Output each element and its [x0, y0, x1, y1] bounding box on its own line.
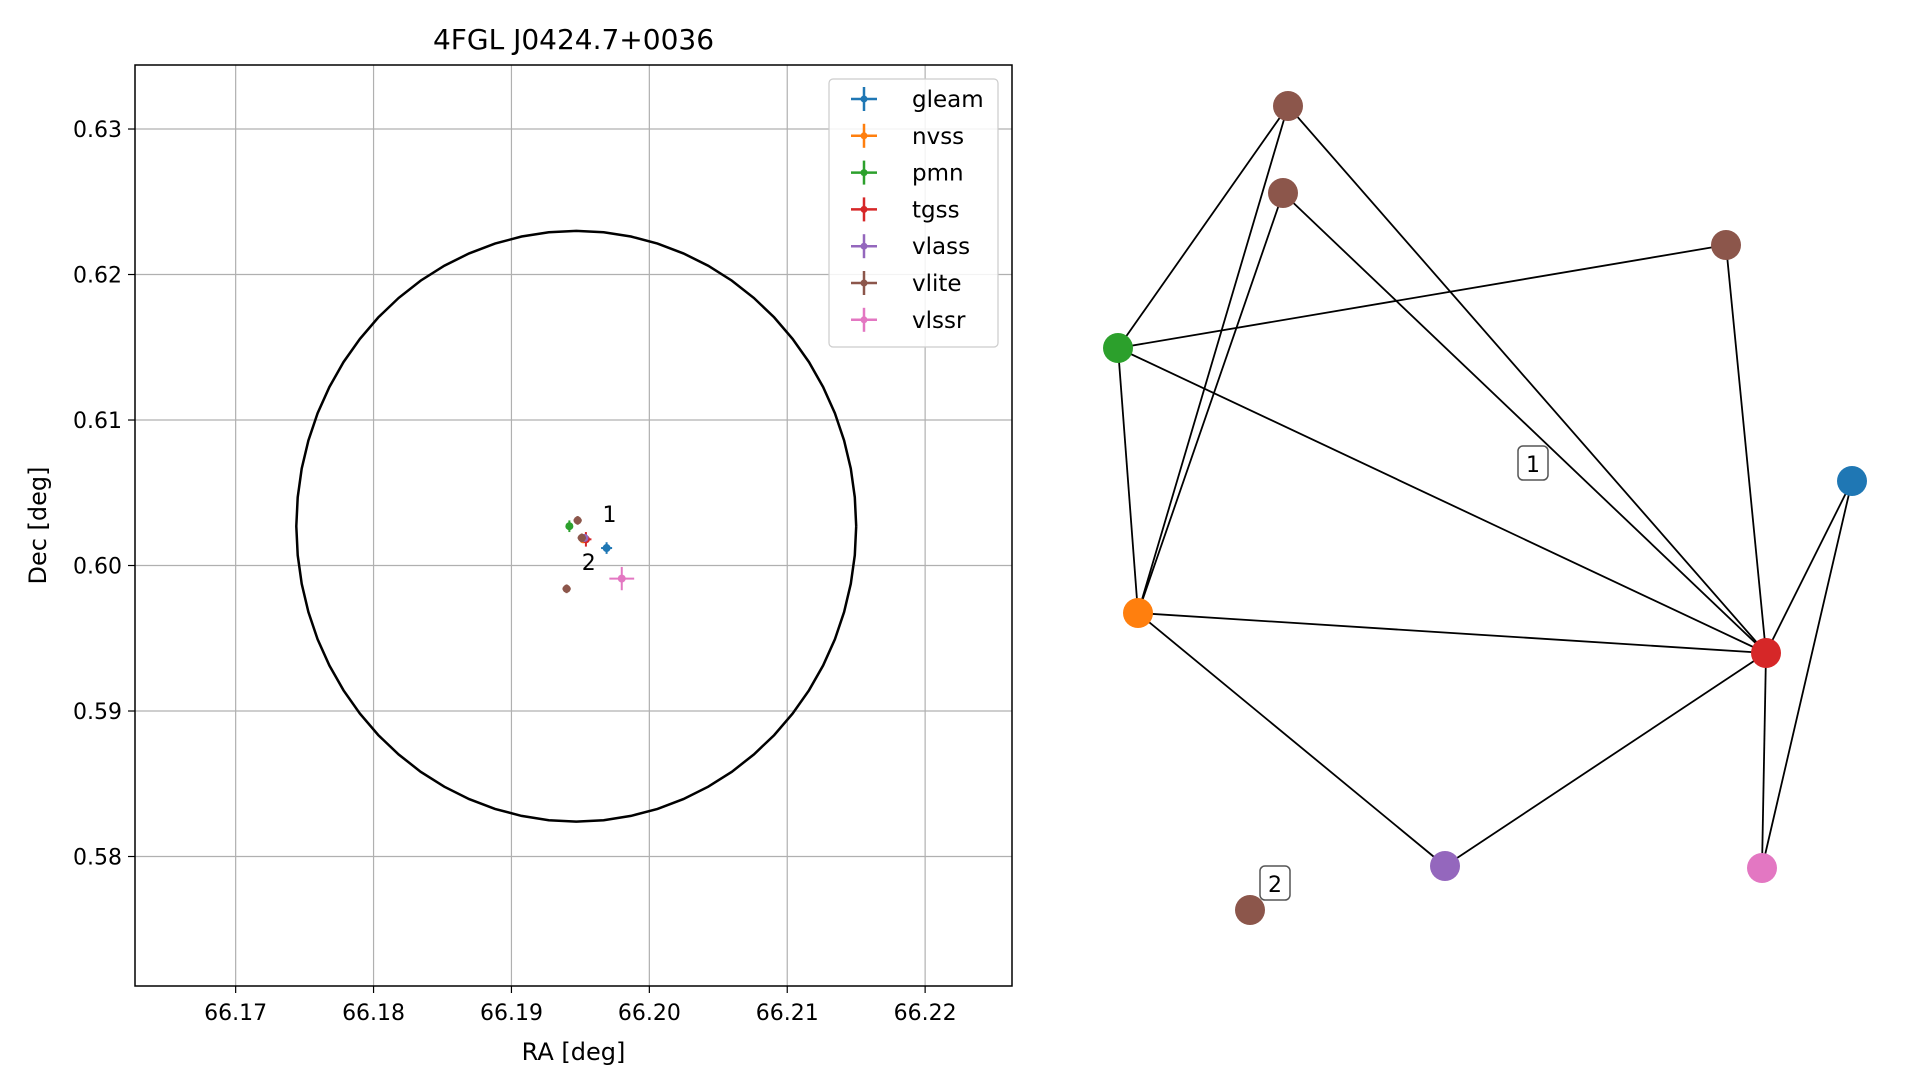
network-edge — [1137, 105, 1289, 614]
marker — [617, 574, 626, 583]
x-tick-label: 66.19 — [480, 1001, 543, 1026]
network-panel: 12 — [1103, 91, 1867, 925]
legend-label: vlass — [912, 234, 970, 260]
marker — [565, 522, 574, 531]
legend-label: vlite — [912, 271, 962, 297]
legend-entry-tgss: tgss — [851, 197, 960, 223]
network-edge — [1761, 652, 1767, 869]
network-edge — [1117, 105, 1289, 349]
uncertainty-circle — [295, 229, 858, 823]
marker — [562, 584, 571, 593]
y-tick-label: 0.62 — [73, 264, 122, 289]
chart-title: 4FGL J0424.7+0036 — [433, 23, 714, 56]
x-axis-label: RA [deg] — [522, 1038, 626, 1066]
legend-swatch-dot — [860, 169, 868, 177]
legend-swatch-dot — [860, 132, 868, 140]
network-edge — [1117, 347, 1139, 614]
marker — [573, 516, 582, 525]
network-edge — [1287, 105, 1767, 654]
x-tick-label: 66.20 — [618, 1001, 681, 1026]
network-labels-layer: 12 — [1259, 445, 1549, 901]
network-edge — [1765, 480, 1853, 654]
legend-label: vlssr — [912, 308, 966, 334]
y-tick-label: 0.63 — [73, 118, 122, 143]
data-point-gleam — [601, 542, 613, 554]
data-point-pmn — [565, 520, 574, 533]
legend-label: nvss — [912, 124, 964, 150]
y-tick-label: 0.58 — [73, 846, 122, 871]
network-node-vlssr — [1747, 853, 1777, 883]
network-node-tgss — [1751, 638, 1781, 668]
legend-frame — [828, 78, 999, 348]
network-edge — [1117, 347, 1767, 654]
x-tick-label: 66.17 — [204, 1001, 267, 1026]
y-tick-label: 0.61 — [73, 409, 122, 434]
legend-label: pmn — [912, 161, 964, 187]
network-node-vlite-a — [1273, 91, 1303, 121]
network-label-box — [1517, 445, 1549, 481]
legend-swatch-dot — [860, 95, 868, 103]
x-tick-label: 66.21 — [756, 1001, 819, 1026]
network-node-vlite-c — [1268, 178, 1298, 208]
network-nodes-layer — [1103, 91, 1867, 925]
x-tick-label: 66.18 — [342, 1001, 405, 1026]
network-node-vlite-b — [1711, 230, 1741, 260]
network-node-nvss — [1123, 598, 1153, 628]
x-tick-label: 66.22 — [894, 1001, 957, 1026]
network-node-vlite-d — [1235, 895, 1265, 925]
network-edge — [1761, 480, 1853, 869]
y-axis-label: Dec [deg] — [24, 466, 52, 584]
legend-entry-vlite: vlite — [851, 271, 962, 297]
annotation-label: 2 — [582, 551, 596, 576]
network-edges-layer — [1117, 105, 1853, 869]
annotation-label: 1 — [602, 503, 616, 528]
network-label-text: 1 — [1526, 453, 1540, 478]
network-label-box — [1259, 865, 1291, 901]
network-label: 1 — [1517, 445, 1549, 481]
legend-swatch-dot — [860, 316, 868, 324]
legend-swatch-dot — [860, 205, 868, 213]
network-node-gleam — [1837, 466, 1867, 496]
network-edge — [1444, 652, 1767, 867]
network-node-vlass — [1430, 851, 1460, 881]
network-edge — [1137, 192, 1284, 614]
legend: gleam nvss pmn tgss vlass vlite vlssr — [828, 78, 999, 348]
marker — [577, 533, 586, 542]
y-axis-ticks: 0.58 0.59 0.60 0.61 0.62 0.63 — [73, 118, 135, 871]
data-point-vlite — [577, 533, 586, 543]
x-axis-ticks: 66.17 66.18 66.19 66.20 66.21 66.22 — [204, 986, 957, 1026]
legend-entry-gleam: gleam — [851, 87, 984, 113]
legend-entry-vlssr: vlssr — [851, 307, 966, 334]
marker — [602, 544, 611, 553]
data-point-vlite — [573, 516, 582, 525]
network-label: 2 — [1259, 865, 1291, 901]
data-points-layer — [562, 516, 635, 594]
plot-frame — [134, 64, 1013, 987]
network-edge — [1137, 612, 1767, 654]
network-edge — [1117, 244, 1727, 349]
network-edge — [1282, 192, 1767, 654]
legend-swatch-dot — [860, 279, 868, 287]
annotations-layer: 12 — [582, 503, 617, 576]
scatter-panel: 12 66.17 66.18 66.19 66.20 66.21 66.22 0.580.… — [24, 23, 1013, 1066]
legend-swatch-dot — [860, 242, 868, 250]
y-tick-label: 0.59 — [73, 700, 122, 725]
network-node-pmn — [1103, 333, 1133, 363]
data-point-vlite — [562, 584, 571, 594]
network-edge — [1725, 244, 1767, 654]
legend-entry-vlass: vlass — [851, 234, 970, 260]
data-point-vlssr — [609, 566, 635, 591]
network-label-text: 2 — [1268, 873, 1282, 898]
legend-label: gleam — [912, 87, 984, 113]
legend-label: tgss — [912, 197, 960, 223]
network-edge — [1137, 612, 1446, 867]
legend-entry-nvss: nvss — [851, 123, 964, 150]
uncertainty-circle-layer — [295, 229, 858, 823]
y-tick-label: 0.60 — [73, 555, 122, 580]
legend-entry-pmn: pmn — [851, 160, 964, 187]
